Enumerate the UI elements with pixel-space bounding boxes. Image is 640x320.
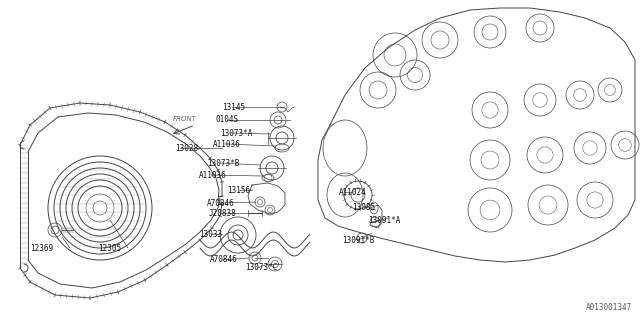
Text: 13091*A: 13091*A xyxy=(368,215,401,225)
Text: 13028: 13028 xyxy=(175,143,198,153)
Text: A11036: A11036 xyxy=(199,171,227,180)
Text: A70846: A70846 xyxy=(207,198,235,207)
Text: A11024: A11024 xyxy=(339,188,367,196)
Text: 13073*C: 13073*C xyxy=(245,263,277,273)
Text: 13145: 13145 xyxy=(222,102,245,111)
Text: J20838: J20838 xyxy=(209,209,237,218)
Text: 13156: 13156 xyxy=(227,186,250,195)
Text: 12369: 12369 xyxy=(30,244,53,252)
Text: 12305: 12305 xyxy=(98,244,121,252)
Text: A11036: A11036 xyxy=(213,140,241,148)
Text: 13091*B: 13091*B xyxy=(342,236,374,244)
Text: 13073*B: 13073*B xyxy=(207,158,239,167)
Text: 13085: 13085 xyxy=(352,203,375,212)
Text: 13033: 13033 xyxy=(199,229,222,238)
Text: A70846: A70846 xyxy=(210,255,237,265)
Text: 0104S: 0104S xyxy=(215,115,238,124)
Text: 13073*A: 13073*A xyxy=(220,129,252,138)
Text: A013001347: A013001347 xyxy=(586,303,632,312)
Text: FRONT: FRONT xyxy=(173,116,197,122)
